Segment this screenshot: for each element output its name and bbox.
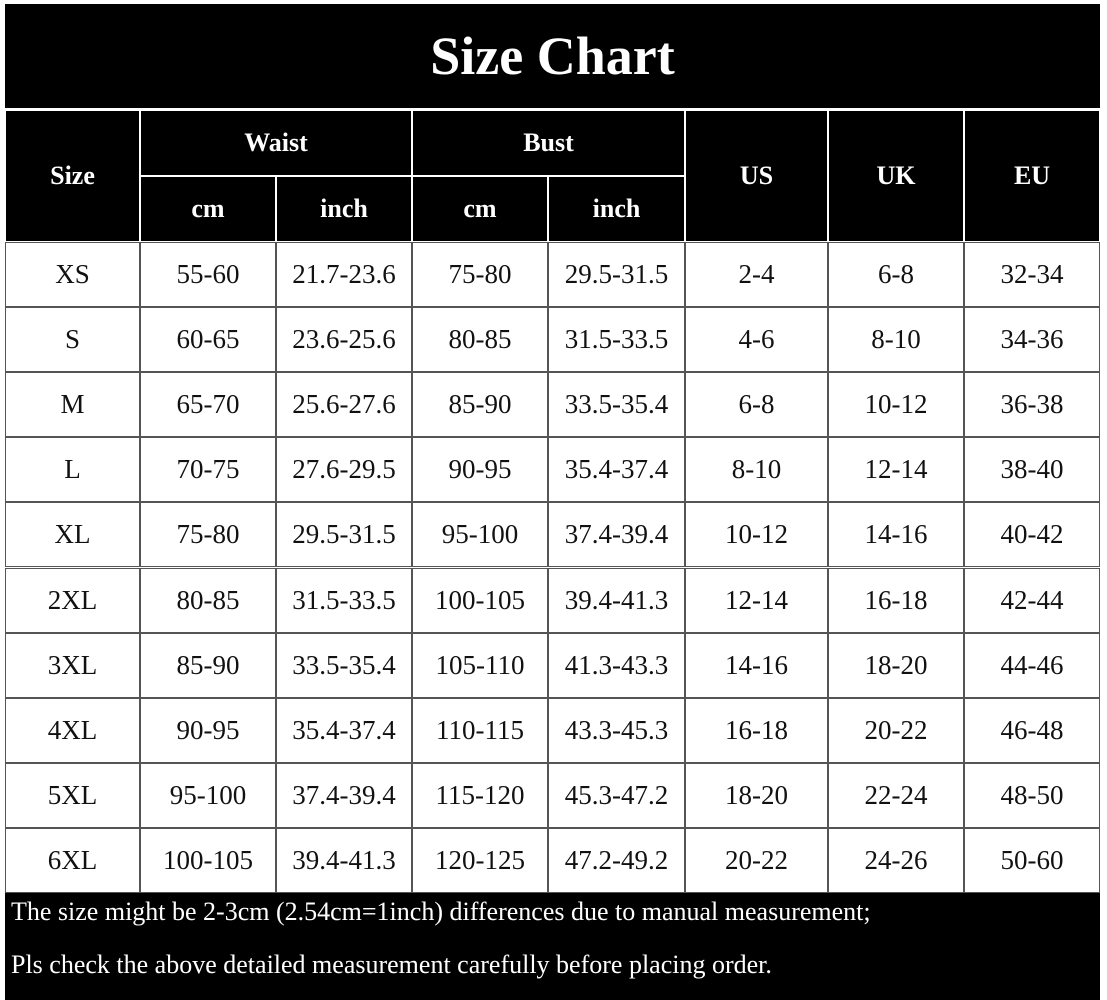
- table-cell: 29.5-31.5: [548, 242, 685, 308]
- header-unit: inch: [548, 176, 685, 242]
- table-cell: 43.3-45.3: [548, 697, 685, 763]
- table-cell: 90-95: [412, 437, 548, 503]
- table-cell: 41.3-43.3: [548, 632, 685, 698]
- table-cell: 85-90: [140, 632, 276, 698]
- table-cell: 31.5-33.5: [276, 567, 412, 633]
- table-cell: 14-16: [685, 632, 828, 698]
- note: The size might be 2-3cm (2.54cm=1inch) d…: [11, 897, 871, 926]
- table-cell: 24-26: [828, 827, 964, 893]
- table-cell: XL: [5, 502, 140, 568]
- table-cell: 85-90: [412, 372, 548, 438]
- table-cell: 36-38: [964, 372, 1100, 438]
- table-cell: 75-80: [412, 242, 548, 308]
- table-cell: 22-24: [828, 762, 964, 828]
- table-cell: 16-18: [685, 697, 828, 763]
- table-cell: 40-42: [964, 502, 1100, 568]
- table-cell: S: [5, 307, 140, 373]
- table-cell: M: [5, 372, 140, 438]
- table-cell: 39.4-41.3: [276, 827, 412, 893]
- table-cell: 5XL: [5, 762, 140, 828]
- table-cell: 10-12: [828, 372, 964, 438]
- table-cell: 90-95: [140, 697, 276, 763]
- table-cell: 55-60: [140, 242, 276, 308]
- title: Size Chart: [5, 4, 1100, 108]
- table-cell: 8-10: [828, 307, 964, 373]
- table-cell: 6-8: [828, 242, 964, 308]
- table-cell: 14-16: [828, 502, 964, 568]
- table-cell: 25.6-27.6: [276, 372, 412, 438]
- table-cell: 42-44: [964, 567, 1100, 633]
- header-group: Waist: [140, 110, 412, 176]
- table-cell: 33.5-35.4: [276, 632, 412, 698]
- table-cell: 70-75: [140, 437, 276, 503]
- table-cell: 3XL: [5, 632, 140, 698]
- table-cell: 80-85: [140, 567, 276, 633]
- table-cell: 6-8: [685, 372, 828, 438]
- table-cell: 47.2-49.2: [548, 827, 685, 893]
- table-cell: L: [5, 437, 140, 503]
- table-cell: 33.5-35.4: [548, 372, 685, 438]
- table-cell: 34-36: [964, 307, 1100, 373]
- table-cell: 100-105: [140, 827, 276, 893]
- table-cell: 20-22: [685, 827, 828, 893]
- table-cell: 32-34: [964, 242, 1100, 308]
- note: Pls check the above detailed measurement…: [11, 950, 772, 979]
- header-group: Bust: [412, 110, 685, 176]
- table-cell: 2XL: [5, 567, 140, 633]
- table-cell: 37.4-39.4: [548, 502, 685, 568]
- table-cell: 80-85: [412, 307, 548, 373]
- table-cell: 10-12: [685, 502, 828, 568]
- table-cell: 4-6: [685, 307, 828, 373]
- table-cell: 2-4: [685, 242, 828, 308]
- table-cell: 65-70: [140, 372, 276, 438]
- table-cell: 12-14: [828, 437, 964, 503]
- table-cell: 95-100: [412, 502, 548, 568]
- header-unit: inch: [276, 176, 412, 242]
- table-cell: 38-40: [964, 437, 1100, 503]
- table-cell: 100-105: [412, 567, 548, 633]
- table-cell: 39.4-41.3: [548, 567, 685, 633]
- table-cell: 48-50: [964, 762, 1100, 828]
- table-cell: 29.5-31.5: [276, 502, 412, 568]
- table-cell: 110-115: [412, 697, 548, 763]
- header-cell: EU: [964, 110, 1100, 242]
- table-cell: 8-10: [685, 437, 828, 503]
- table-cell: 16-18: [828, 567, 964, 633]
- table-cell: 75-80: [140, 502, 276, 568]
- table-cell: 35.4-37.4: [548, 437, 685, 503]
- table-cell: 45.3-47.2: [548, 762, 685, 828]
- table-cell: 18-20: [685, 762, 828, 828]
- table-cell: 31.5-33.5: [548, 307, 685, 373]
- table-cell: 50-60: [964, 827, 1100, 893]
- table-cell: 12-14: [685, 567, 828, 633]
- table-cell: 20-22: [828, 697, 964, 763]
- table-cell: 21.7-23.6: [276, 242, 412, 308]
- header-unit: cm: [412, 176, 548, 242]
- header-cell: US: [685, 110, 828, 242]
- table-cell: 115-120: [412, 762, 548, 828]
- header-unit: cm: [140, 176, 276, 242]
- table-cell: 46-48: [964, 697, 1100, 763]
- table-cell: 23.6-25.6: [276, 307, 412, 373]
- table-cell: 27.6-29.5: [276, 437, 412, 503]
- table-cell: 4XL: [5, 697, 140, 763]
- table-cell: 37.4-39.4: [276, 762, 412, 828]
- table-cell: 60-65: [140, 307, 276, 373]
- table-cell: 18-20: [828, 632, 964, 698]
- notes: The size might be 2-3cm (2.54cm=1inch) d…: [5, 893, 1100, 1000]
- table-cell: XS: [5, 242, 140, 308]
- table-cell: 120-125: [412, 827, 548, 893]
- header-cell: UK: [828, 110, 964, 242]
- table-cell: 105-110: [412, 632, 548, 698]
- table-cell: 6XL: [5, 827, 140, 893]
- table-cell: 95-100: [140, 762, 276, 828]
- table-cell: 35.4-37.4: [276, 697, 412, 763]
- table-cell: 44-46: [964, 632, 1100, 698]
- header-cell: Size: [5, 110, 140, 242]
